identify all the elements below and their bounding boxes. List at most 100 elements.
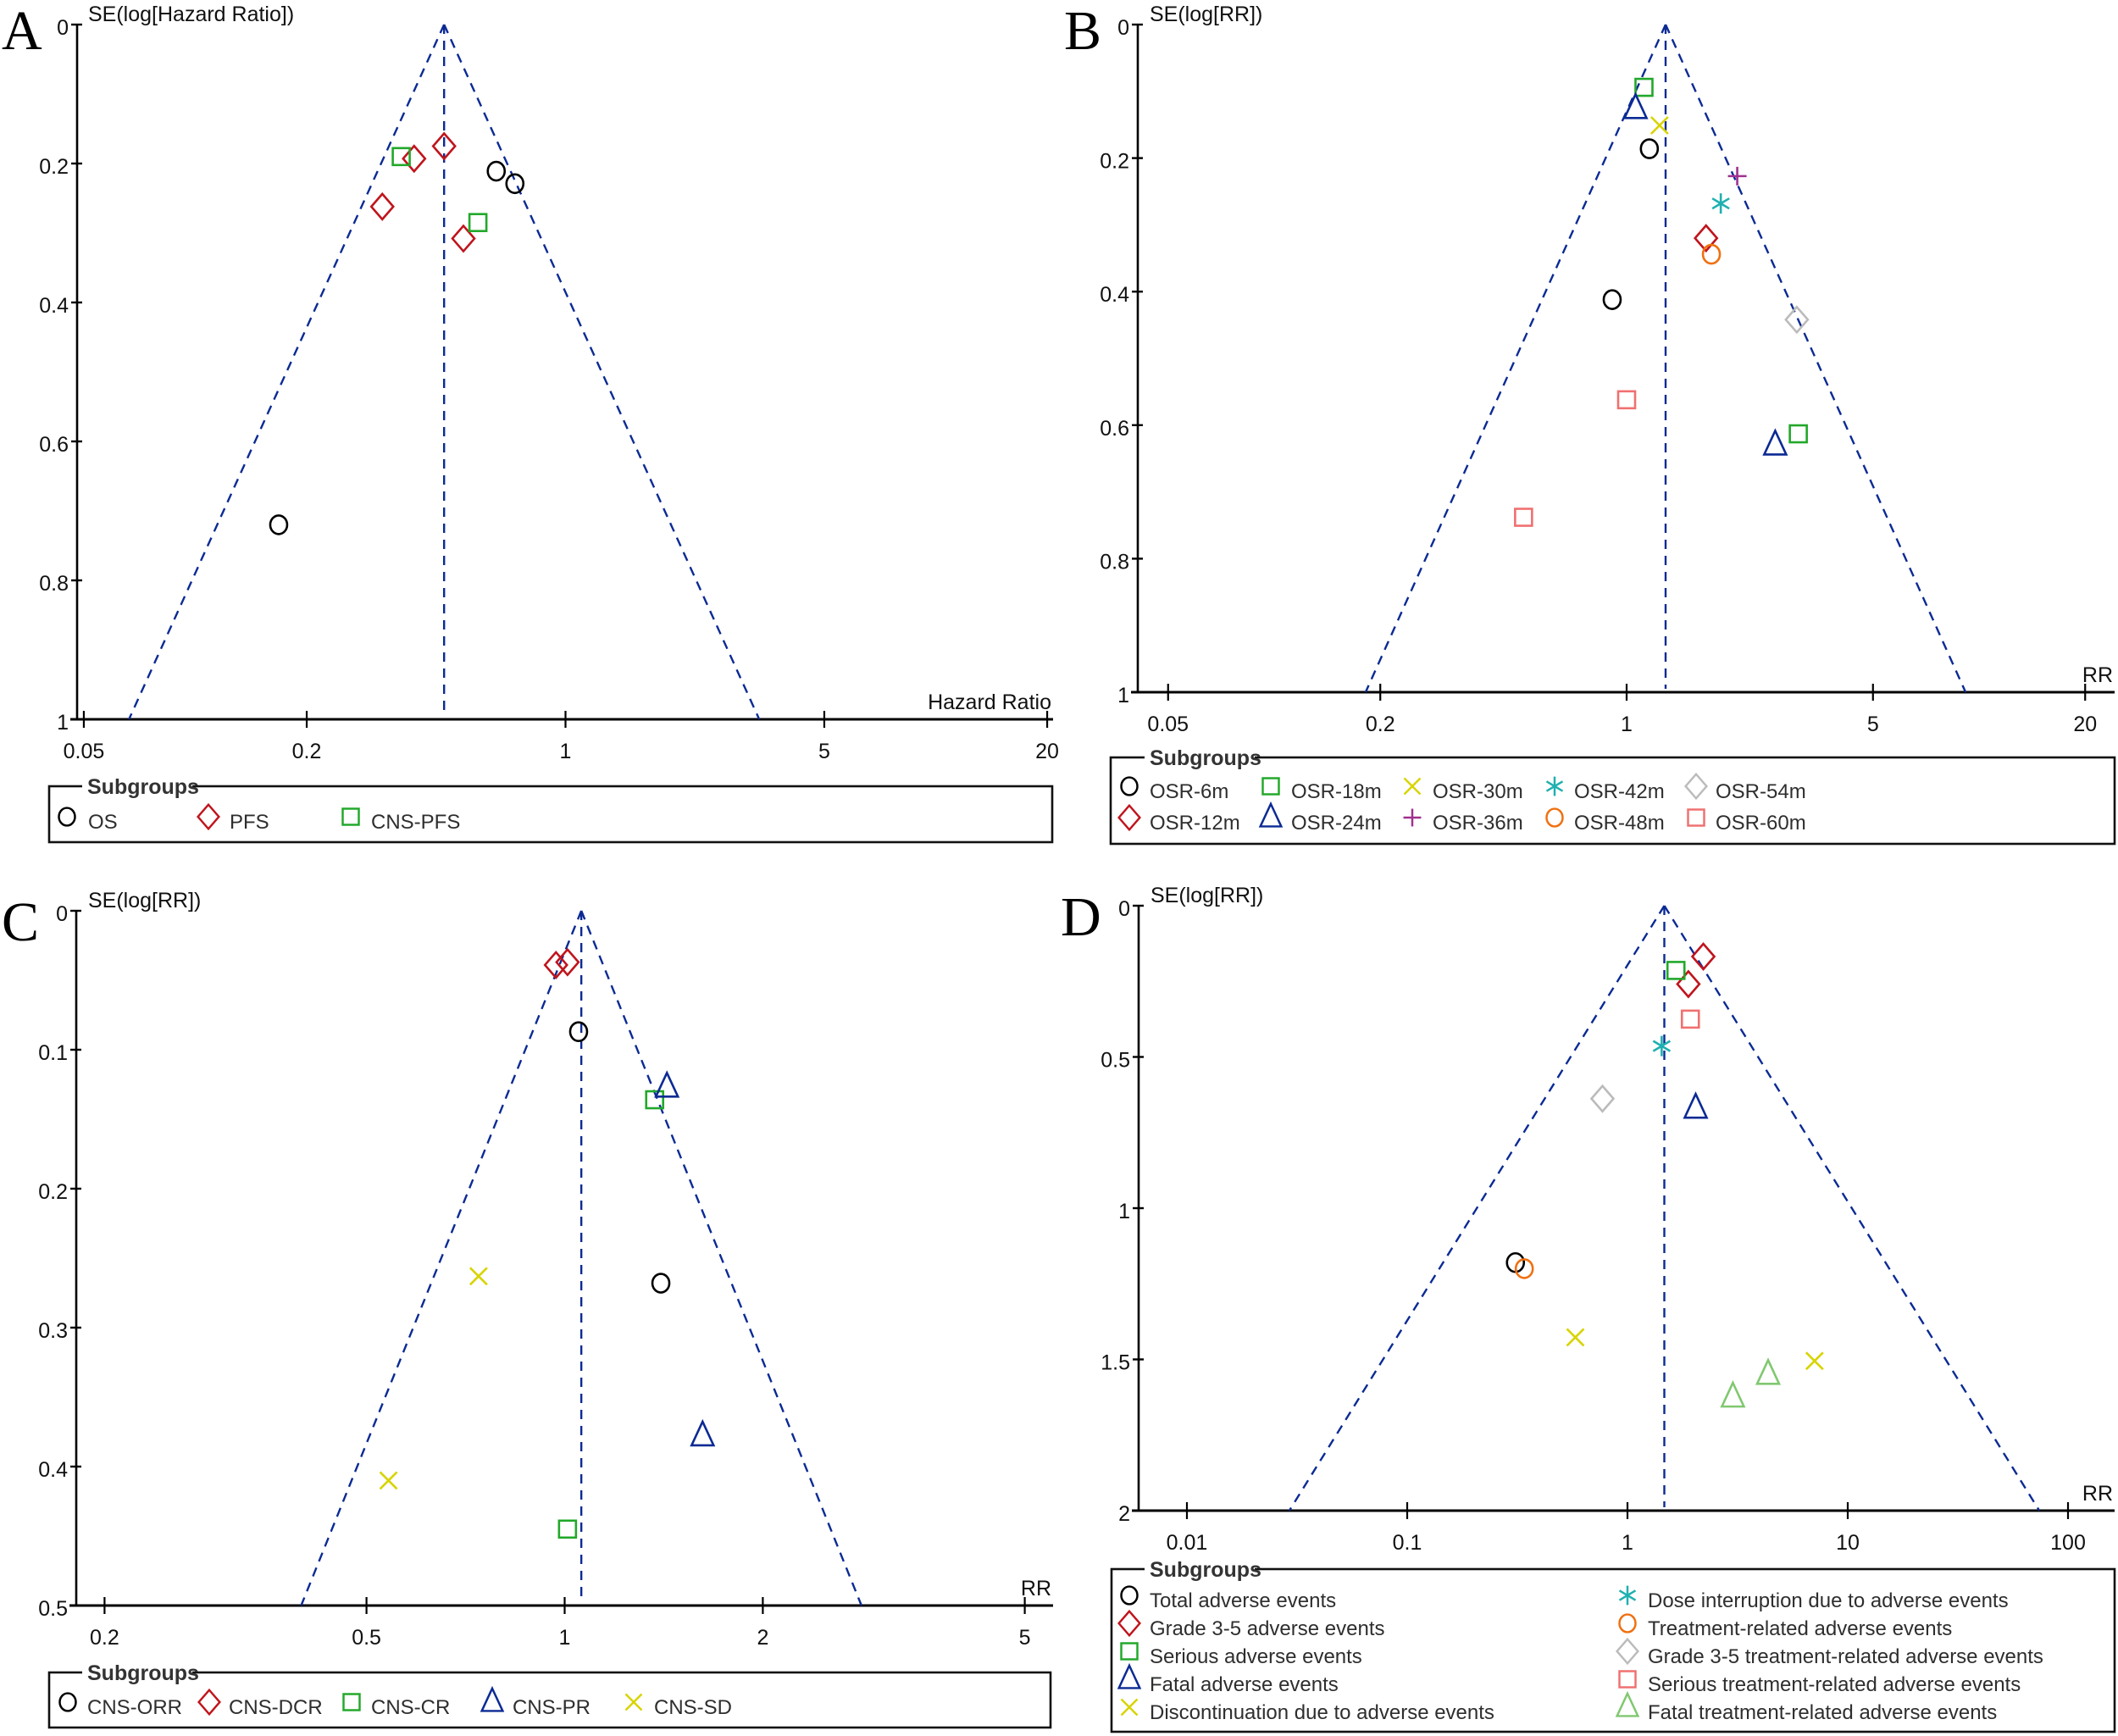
legend-item: PFS (197, 802, 269, 834)
data-point-discontinuation-due-to-adverse-events (1566, 1328, 1585, 1347)
x-tick-label: 0.05 (64, 740, 105, 763)
legend-label: Grade 3-5 adverse events (1150, 1617, 1385, 1640)
legend-label: CNS-ORR (87, 1696, 182, 1719)
y-tick-label: 0.4 (38, 1458, 68, 1482)
data-point-os (486, 160, 507, 182)
panel-letter: B (1064, 0, 1101, 62)
legend-symbol-square-icon (1687, 808, 1705, 827)
legend-item: OSR-18m (1261, 777, 1382, 803)
x-tick-label: 0.01 (1167, 1531, 1208, 1555)
y-tick-label: 0 (57, 16, 69, 40)
x-tick-label: 5 (1019, 1626, 1031, 1650)
legend-label: OSR-54m (1716, 780, 1806, 803)
data-point-osr-42m (1711, 193, 1730, 214)
legend-title-gap (1145, 1566, 1255, 1572)
x-tick-label: 0.05 (1147, 713, 1189, 736)
legend-label: OSR-12m (1150, 812, 1240, 835)
data-point-serious-adverse-events (1666, 961, 1686, 980)
x-tick-label: 0.2 (90, 1626, 119, 1650)
legend-label: OSR-36m (1433, 812, 1523, 835)
legend-symbol-square-icon (1261, 777, 1280, 796)
data-point-pfs (451, 224, 476, 253)
legend-symbol-diamond-icon (1117, 1609, 1141, 1638)
y-tick-label: 0.1 (38, 1041, 68, 1065)
data-point-dose-interruption-due-to-adverse-events (1652, 1035, 1672, 1057)
legend-item: Serious adverse events (1120, 1642, 1362, 1668)
x-tick-label: 0.1 (1393, 1531, 1422, 1555)
legend-symbol-circle-icon (58, 807, 76, 827)
legend-item: OSR-54m (1684, 772, 1806, 803)
legend-item: Dose interruption due to adverse events (1618, 1585, 2009, 1612)
data-point-osr-18m (1788, 424, 1808, 444)
legend-symbol-diamond-icon (1616, 1637, 1639, 1666)
y-tick-label: 1 (57, 711, 69, 735)
data-point-osr-60m (1514, 507, 1533, 527)
data-point-osr-24m (1762, 428, 1788, 456)
legend-label: CNS-SD (654, 1696, 732, 1719)
legend-item: OSR-30m (1403, 777, 1523, 803)
data-point-cns-orr (651, 1273, 671, 1294)
legend-item: Serious treatment-related adverse events (1618, 1670, 2021, 1696)
data-point-discontinuation-due-to-adverse-events (1805, 1351, 1824, 1371)
y-tick-label: 0.2 (39, 155, 69, 179)
x-tick-label: 0.2 (292, 740, 322, 763)
legend-symbol-square-icon (1618, 1670, 1637, 1689)
data-point-osr-30m (1649, 116, 1669, 135)
panel-letter: C (2, 891, 39, 953)
x-axis-title: RR (2082, 1482, 2113, 1506)
data-point-treatment-related-adverse-events (1514, 1258, 1534, 1279)
x-tick-label: 20 (2073, 713, 2097, 736)
data-point-cns-cr (645, 1090, 665, 1110)
y-tick-label: 0.8 (39, 572, 69, 596)
funnel-line-right (443, 24, 761, 720)
legend-item: Discontinuation due to adverse events (1120, 1698, 1494, 1724)
x-tick-label: 2 (757, 1626, 768, 1650)
data-point-cns-dcr (555, 947, 580, 977)
y-axis-title: SE(log[RR]) (88, 889, 201, 912)
y-tick-label: 0.5 (1101, 1049, 1130, 1073)
y-axis-title: SE(log[RR]) (1150, 884, 1263, 907)
panel-letter: D (1061, 886, 1101, 948)
x-axis-title: RR (2082, 663, 2113, 687)
legend-symbol-x-icon (624, 1693, 643, 1711)
data-point-cns-sd (379, 1471, 398, 1490)
x-tick-label: 5 (1867, 713, 1879, 736)
data-point-cns-pfs (468, 213, 488, 233)
data-point-cns-cr (557, 1519, 578, 1539)
legend-symbol-triangle-icon (1117, 1662, 1142, 1689)
x-tick-label: 0.2 (1366, 713, 1395, 736)
legend-symbol-diamond-icon (197, 1688, 221, 1717)
legend-label: OSR-42m (1574, 780, 1665, 803)
funnel-line-left (1288, 905, 1666, 1511)
y-tick-label: 0.4 (1100, 283, 1129, 307)
legend-label: Serious treatment-related adverse events (1648, 1673, 2021, 1696)
legend-title-gap (1145, 754, 1255, 761)
y-tick-label: 0.3 (38, 1319, 68, 1343)
data-point-os (505, 173, 525, 195)
data-point-osr-6m (1602, 289, 1622, 310)
x-axis-title: RR (1021, 1577, 1051, 1600)
legend-label: Treatment-related adverse events (1648, 1617, 1952, 1640)
data-point-osr-6m (1639, 138, 1660, 159)
x-axis-title: Hazard Ratio (928, 691, 1051, 714)
legend-item: OS (58, 807, 118, 834)
legend-label: CNS-DCR (229, 1696, 323, 1719)
x-tick-label: 1 (560, 740, 572, 763)
legend-item: OSR-60m (1687, 808, 1806, 835)
data-point-osr-48m (1701, 243, 1722, 265)
data-point-cns-pfs (391, 147, 411, 167)
x-tick-label: 20 (1035, 740, 1059, 763)
legend-item: OSR-36m (1403, 808, 1523, 835)
y-axis-title: SE(log[RR]) (1150, 3, 1262, 26)
data-point-os (269, 514, 289, 535)
data-point-osr-54m (1784, 305, 1810, 335)
y-tick-label: 0.2 (1100, 150, 1129, 174)
legend-item: Grade 3-5 treatment-related adverse even… (1616, 1637, 2043, 1668)
funnel-line-left (1364, 24, 1667, 693)
y-tick-label: 0.6 (1100, 417, 1129, 441)
data-point-serious-treatment-related-adverse-events (1680, 1009, 1700, 1029)
legend-item: Fatal treatment-related adverse events (1615, 1690, 1997, 1724)
data-point-osr-36m (1727, 166, 1747, 186)
y-tick-label: 0.5 (38, 1597, 68, 1621)
data-point-fatal-treatment-related-adverse-events (1755, 1357, 1782, 1385)
